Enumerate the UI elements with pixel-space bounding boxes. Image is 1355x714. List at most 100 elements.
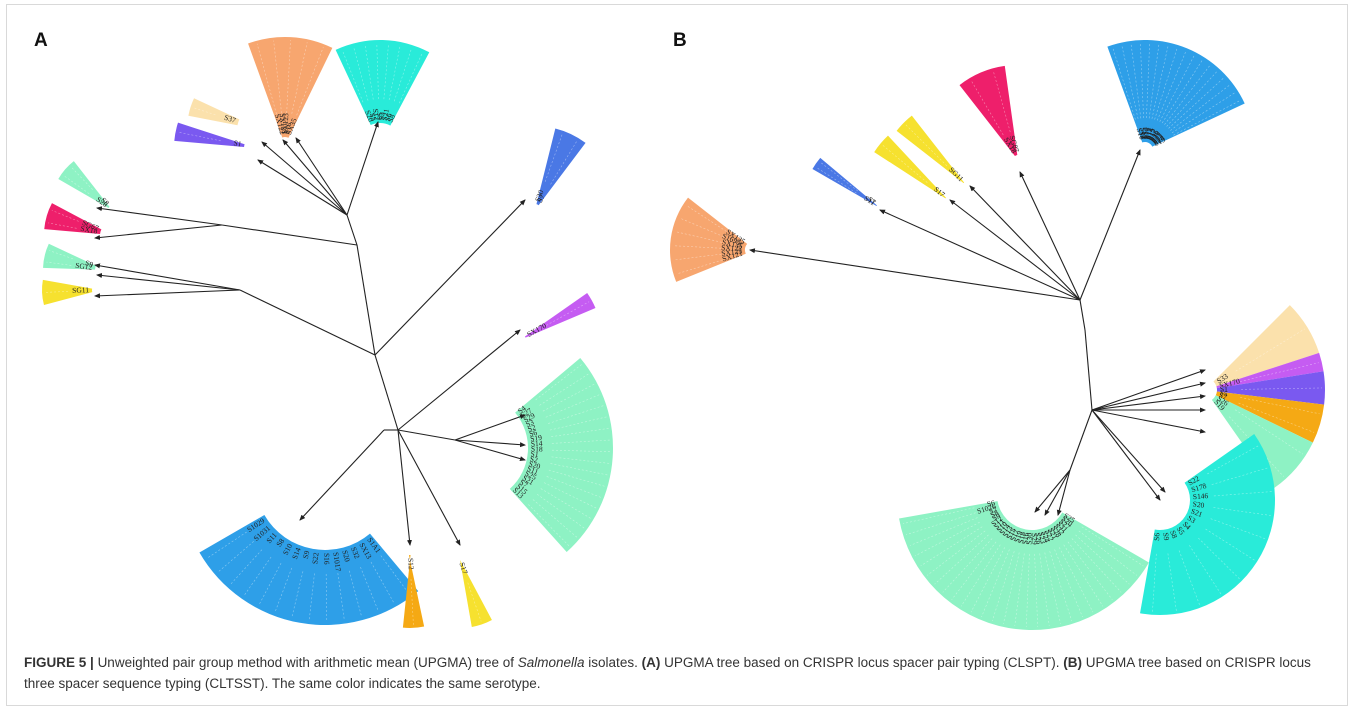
wedge-label: S18 — [531, 444, 543, 453]
wedge-label: S3 — [524, 417, 535, 428]
wedge-b-yellow-top-2: S17 — [874, 135, 947, 199]
wedge-guide — [1178, 550, 1200, 605]
tree-branch — [454, 439, 526, 448]
wedge-label: S17 — [457, 561, 469, 575]
wedge-guide — [542, 383, 595, 412]
tree-branch — [374, 199, 526, 356]
wedge-guide — [1154, 47, 1178, 120]
wedge-label: S13 — [1140, 127, 1150, 139]
tree-branch — [1091, 381, 1206, 411]
wedge-guide — [536, 493, 585, 529]
wedge-guide — [927, 530, 986, 576]
wedge-guide — [1210, 518, 1266, 540]
wedge-guide — [398, 52, 423, 104]
tree-branch — [1084, 329, 1093, 411]
wedge-guide — [546, 476, 601, 498]
wedge-label: S14 — [290, 546, 303, 560]
wedge-guide — [349, 570, 363, 618]
tree-branch — [1079, 299, 1086, 331]
wedge-guide — [548, 405, 604, 424]
wedge-band — [899, 501, 1149, 630]
wedge-guide — [217, 541, 254, 573]
tree-branch — [1091, 409, 1206, 434]
wedge-guide — [206, 531, 247, 559]
wedge-guide — [549, 416, 607, 431]
wedge-label: S4 — [516, 403, 528, 415]
wedge-guide — [370, 561, 395, 604]
wedge-guide — [1189, 545, 1222, 595]
wedge-guide — [1044, 552, 1061, 624]
wedge-band — [670, 197, 748, 282]
wedge-guide — [551, 439, 610, 444]
wedge-label: S11 — [1142, 127, 1153, 140]
wedge-label: S9 — [84, 258, 95, 269]
wedge-a-mint-right: S4S27S29S3S2S6S19S14S18S1S2S20S11S25S21S… — [509, 358, 613, 553]
tree-branch — [257, 159, 348, 216]
wedge-label: S5 — [1175, 525, 1187, 537]
tree-branch — [969, 185, 1081, 301]
wedge-label: S21 — [1190, 506, 1204, 519]
tree-branch — [397, 329, 521, 431]
tree-branch — [1019, 171, 1081, 301]
wedge-label: S17 — [1008, 528, 1021, 542]
wedge-guide — [1213, 491, 1272, 497]
wedge-band — [1216, 371, 1325, 405]
wedge-guide — [545, 394, 600, 418]
wedge-guide — [535, 364, 582, 401]
tree-branch — [94, 224, 223, 240]
wedge-guide — [1058, 547, 1094, 613]
tree-branch — [1069, 409, 1093, 471]
tree-branch — [239, 289, 376, 356]
wedge-label: S7 — [518, 478, 530, 490]
wedge-guide — [1167, 553, 1177, 611]
wedge-band — [199, 515, 419, 625]
wedge-band — [874, 135, 946, 199]
tree-branch — [221, 224, 358, 246]
tree-branch — [261, 141, 348, 216]
wedge-guide — [46, 261, 72, 266]
wedge-label: S1 — [233, 138, 243, 148]
wedge-label: S16 — [1020, 532, 1030, 545]
wedge-guide — [1063, 544, 1104, 607]
wedge-guide — [673, 245, 722, 249]
wedge-band — [174, 122, 245, 147]
wedge-guide — [1156, 51, 1187, 121]
wedge-label: S9 — [375, 112, 384, 120]
wedge-guide — [337, 573, 345, 621]
tree-branch — [949, 199, 1081, 301]
wedge-band — [1211, 395, 1313, 489]
wedge-label: S20 — [528, 459, 542, 471]
wedge-guide — [291, 571, 304, 619]
wedge-guide — [544, 133, 563, 182]
wedge-guide — [971, 80, 1004, 136]
wedge-guide — [550, 140, 578, 185]
wedge-guide — [992, 551, 1015, 621]
wedge-guide — [258, 562, 282, 606]
wedge-band — [402, 555, 425, 629]
wedge-a-yellow-left: SG11 — [42, 279, 93, 306]
wedge-label: S14 — [1143, 127, 1155, 141]
wedge-guide — [1140, 43, 1144, 119]
wedge-guide — [353, 46, 369, 101]
figure-caption: FIGURE 5 | Unweighted pair group method … — [24, 652, 1334, 694]
wedge-guide — [48, 222, 77, 229]
wedge-label: S1 — [1137, 130, 1148, 140]
wedge-guide — [551, 428, 609, 437]
wedge-guide — [388, 44, 401, 100]
wedge-band — [335, 39, 430, 126]
wedge-band — [42, 279, 93, 306]
wedge-guide — [360, 566, 379, 612]
wedge-guide — [1148, 43, 1160, 119]
wedge-label: SX123 — [280, 113, 290, 135]
wedge-label: S18 — [1141, 127, 1151, 140]
wedge-guide — [1146, 43, 1150, 119]
wedge-guide — [1054, 549, 1083, 618]
wedge-label: S1 — [1220, 384, 1228, 393]
tree-branch — [397, 429, 461, 546]
wedge-label: SX122 — [721, 243, 743, 253]
